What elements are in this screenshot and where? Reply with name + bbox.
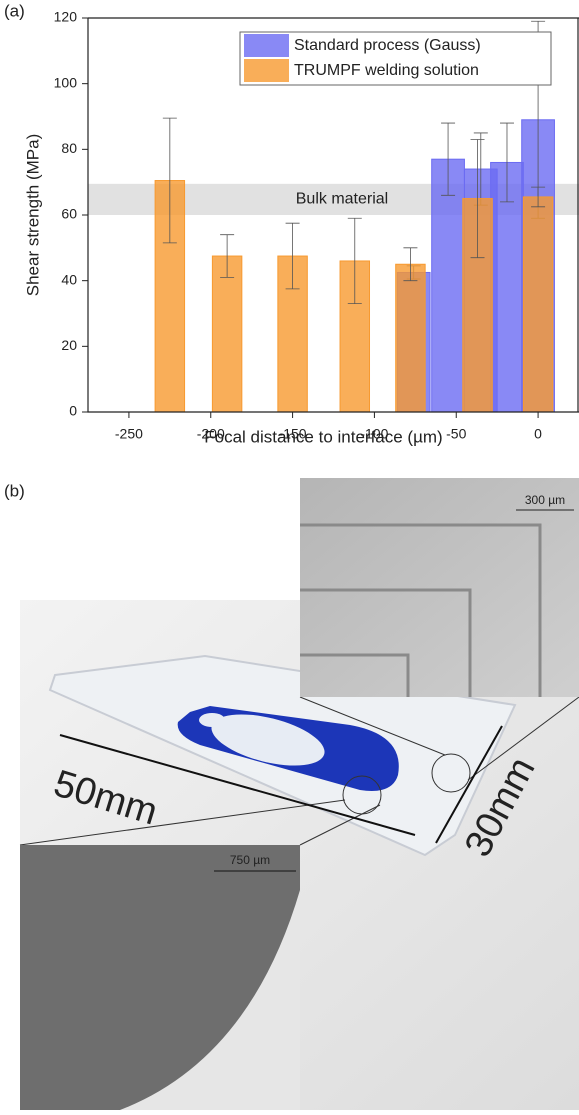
x-tick-label: 0 xyxy=(534,426,542,442)
scale-label: 300 µm xyxy=(525,493,565,507)
y-tick-label: 0 xyxy=(69,403,77,419)
chart: Bulk material 0 20 40 60 80 100 120 -250 -200 -150… xyxy=(23,9,579,446)
chamber xyxy=(211,714,325,766)
inset-edge xyxy=(120,890,300,1110)
x-tick-label: -250 xyxy=(115,426,143,442)
bar xyxy=(395,263,426,413)
zoom-line xyxy=(299,696,446,756)
y-tick-label: 100 xyxy=(54,74,78,90)
photo: 300 µm 750 µm 50mm 30mm xyxy=(19,478,579,1110)
zoom-line xyxy=(467,696,579,781)
error-bar xyxy=(347,217,362,305)
y-tick-label: 60 xyxy=(61,206,77,222)
error-bar xyxy=(220,234,235,278)
inlet xyxy=(199,713,225,727)
error-bar xyxy=(441,122,456,196)
inset-top xyxy=(300,478,579,697)
bar xyxy=(522,196,554,413)
x-tick-label: -150 xyxy=(279,426,307,442)
legend-label: Standard process (Gauss) xyxy=(294,37,481,54)
dimension-line xyxy=(435,725,503,844)
error-bar xyxy=(285,222,300,290)
dimension-line xyxy=(59,734,416,836)
y-tick-label: 80 xyxy=(61,140,77,156)
scale-label: 750 µm xyxy=(230,853,270,867)
zoom-circle xyxy=(431,753,471,793)
legend-box xyxy=(239,31,552,86)
error-bar xyxy=(470,139,485,259)
panel-label: (b) xyxy=(4,481,25,500)
y-tick-label: 120 xyxy=(54,9,78,25)
error-bar xyxy=(162,117,177,244)
band-label: Bulk material xyxy=(296,191,388,208)
legend-swatch xyxy=(244,34,289,57)
bar xyxy=(211,255,243,413)
y-tick-label: 20 xyxy=(61,337,77,353)
zoom-line xyxy=(19,799,346,846)
panel-label: (a) xyxy=(4,1,25,20)
x-tick-label: -100 xyxy=(360,426,388,442)
error-bar xyxy=(403,247,418,282)
x-tick-label: -50 xyxy=(446,426,466,442)
zoom-line xyxy=(299,804,381,846)
legend-swatch xyxy=(244,59,289,82)
bar xyxy=(431,158,465,413)
x-tick-label: -200 xyxy=(197,426,225,442)
x-axis-title: Focal distance to interface (µm) xyxy=(204,427,442,446)
y-tick-label: 40 xyxy=(61,271,77,287)
error-bar xyxy=(531,186,546,208)
legend-label: TRUMPF welding solution xyxy=(294,62,479,79)
inset-edges xyxy=(300,523,542,697)
y-axis-title: Shear strength (MPa) xyxy=(23,134,42,297)
error-bar xyxy=(499,122,514,203)
